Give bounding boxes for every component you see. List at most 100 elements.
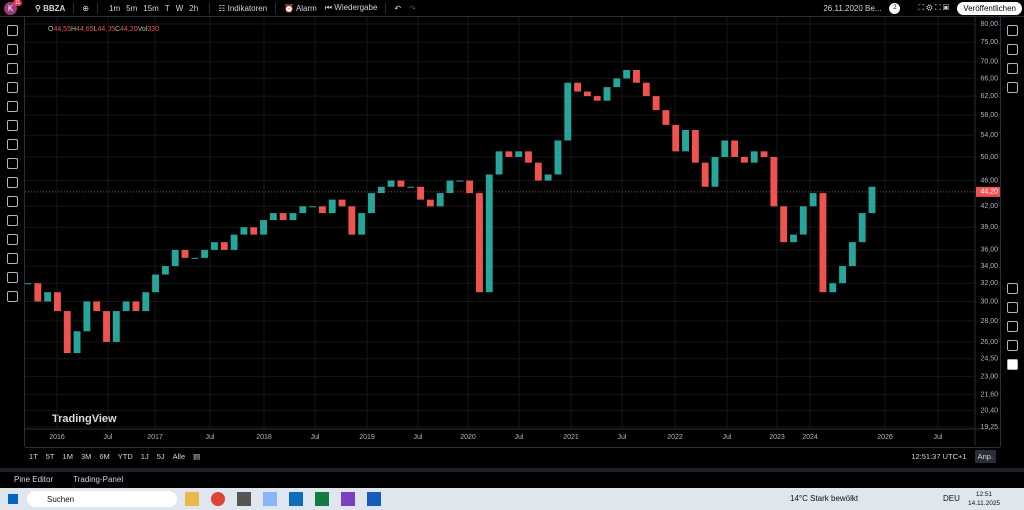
candle [633, 69, 640, 83]
x-tick-label: 2024 [802, 434, 818, 441]
app-icon[interactable] [289, 492, 303, 506]
tool[interactable] [6, 139, 18, 150]
x-tick-label: 2022 [667, 434, 683, 441]
app-icon[interactable] [211, 492, 225, 506]
range-button[interactable]: 5J [156, 452, 165, 461]
candle [593, 96, 601, 101]
candle [466, 180, 474, 194]
tool[interactable] [6, 158, 18, 169]
app-icon[interactable] [263, 492, 277, 506]
panel-button[interactable] [1007, 63, 1018, 74]
watermark: TradingView [52, 413, 117, 425]
replay-button[interactable]: ⏮ Wiedergabe [324, 3, 378, 12]
undo[interactable]: ↶ [394, 3, 402, 13]
candle [142, 292, 150, 312]
interval-button[interactable]: 1m [109, 3, 121, 13]
panel-button[interactable] [1007, 302, 1018, 313]
candle [338, 199, 346, 207]
candle [534, 162, 542, 181]
tool[interactable] [6, 44, 18, 55]
tool[interactable] [6, 196, 18, 207]
tool[interactable] [6, 101, 18, 112]
interval-button[interactable]: W [175, 3, 184, 13]
search-box[interactable]: Suchen [27, 491, 177, 507]
alert-button[interactable]: ⏰ Alarm [284, 3, 317, 13]
candle [780, 206, 788, 243]
panel-button[interactable] [1007, 44, 1018, 55]
panel-button[interactable] [1007, 321, 1018, 332]
clock-area[interactable]: 12:51 14.11.2025 [968, 490, 1000, 508]
x-tick-label: Jul [104, 434, 113, 441]
panel-tab[interactable]: Trading-Panel [73, 475, 124, 484]
tool[interactable] [6, 291, 18, 302]
panel-button[interactable] [1007, 359, 1018, 370]
candle [456, 180, 464, 182]
candle [191, 257, 199, 259]
indicators-button[interactable]: ☷ Indikatoren [218, 3, 268, 13]
x-tick-label: 2026 [877, 434, 893, 441]
legend-value: 44,55 [53, 26, 71, 33]
ranges: 1T 5T 1M 3M 6M YTD 1J 5J Alle [25, 452, 189, 461]
interval-button[interactable]: 15m [143, 3, 159, 13]
interval-button[interactable]: 2h [189, 3, 199, 13]
candle [299, 206, 307, 214]
start-button[interactable] [8, 494, 18, 504]
candle [574, 82, 582, 92]
panel-button[interactable] [1007, 25, 1018, 36]
language[interactable]: DEU [943, 494, 960, 503]
adjust-button[interactable]: Anp. [974, 450, 996, 463]
range-button[interactable]: 3M [80, 452, 92, 461]
panel-tab[interactable]: Pine Editor [14, 475, 54, 484]
tool[interactable] [6, 234, 18, 245]
range-button[interactable]: 1T [29, 452, 38, 461]
layout-date[interactable]: 26.11.2020 Be... [823, 3, 882, 13]
y-tick-label: 20,40 [980, 407, 998, 414]
range-button[interactable]: Alle [172, 452, 186, 461]
tool[interactable] [6, 177, 18, 188]
tool[interactable] [6, 63, 18, 74]
candle [289, 213, 297, 221]
candle [34, 283, 42, 302]
symbol[interactable]: ⚲ BBZA [35, 3, 66, 13]
range-button[interactable]: 5T [45, 452, 55, 461]
date-range-icon[interactable]: ▤ [193, 452, 201, 461]
app-icon[interactable] [185, 492, 199, 506]
add-symbol[interactable]: ⊕ [82, 3, 90, 13]
y-tick-label: 19,25 [980, 424, 998, 431]
settings-icons[interactable]: ⛶ ⚙ ⛶ ▣ [918, 3, 950, 12]
tool[interactable] [6, 25, 18, 36]
range-button[interactable]: 6M [99, 452, 110, 461]
tool[interactable] [6, 215, 18, 226]
app-icon[interactable] [341, 492, 355, 506]
legend-key: O [48, 26, 54, 33]
x-tick-label: Jul [206, 434, 215, 441]
candle [809, 193, 817, 207]
candle [603, 87, 611, 101]
tool[interactable] [6, 272, 18, 283]
panel-button[interactable] [1007, 283, 1018, 294]
range-button[interactable]: 1M [62, 452, 73, 461]
panel-button[interactable] [1007, 340, 1018, 351]
legend-key: Vol [138, 26, 148, 33]
candle [476, 193, 483, 293]
app-icon[interactable] [315, 492, 329, 506]
range-button[interactable]: 1J [140, 452, 149, 461]
weather[interactable]: 14°C Stark bewölkt [790, 494, 858, 503]
candle [407, 186, 415, 188]
x-tick-label: 2019 [359, 434, 375, 441]
tool[interactable] [6, 82, 18, 93]
interval-button[interactable]: T [164, 3, 170, 13]
layout-count[interactable]: 2 [889, 2, 901, 14]
app-icon[interactable] [367, 492, 381, 506]
panel-button[interactable] [1007, 82, 1018, 93]
tool[interactable] [6, 120, 18, 131]
app-icon[interactable] [237, 492, 251, 506]
range-button[interactable]: YTD [117, 452, 133, 461]
redo[interactable]: ↷ [409, 3, 416, 13]
interval-button[interactable]: 5m [126, 3, 138, 13]
y-tick-label: 80,00 [980, 21, 998, 28]
indicators-text: Indikatoren [227, 3, 268, 13]
y-tick-label: 62,00 [980, 93, 998, 100]
publish-button[interactable]: Veröffentlichen [957, 1, 1022, 15]
tool[interactable] [6, 253, 18, 264]
